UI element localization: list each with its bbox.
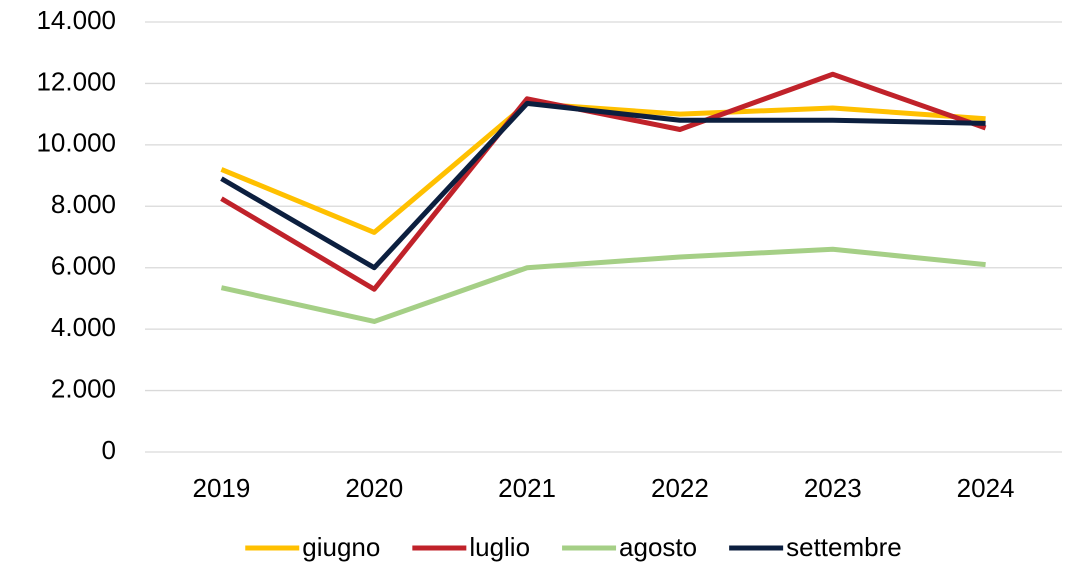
y-tick-label: 6.000 xyxy=(51,251,116,281)
y-tick-label: 10.000 xyxy=(36,128,116,158)
x-tick-label: 2024 xyxy=(957,473,1015,503)
y-tick-label: 8.000 xyxy=(51,189,116,219)
legend-label: giugno xyxy=(302,532,380,562)
y-tick-label: 14.000 xyxy=(36,5,116,35)
line-series xyxy=(220,246,986,324)
x-tick-label: 2022 xyxy=(651,473,709,503)
legend-label: agosto xyxy=(619,532,697,562)
y-tick-label: 2.000 xyxy=(51,373,116,403)
line-series xyxy=(220,100,986,235)
y-tick-label: 12.000 xyxy=(36,66,116,96)
line-series xyxy=(220,100,986,271)
legend-label: settembre xyxy=(786,532,902,562)
legend-label: luglio xyxy=(469,532,530,562)
x-tick-label: 2021 xyxy=(498,473,556,503)
x-tick-label: 2020 xyxy=(345,473,403,503)
y-tick-label: 4.000 xyxy=(51,312,116,342)
x-tick-label: 2019 xyxy=(192,473,250,503)
x-tick-label: 2023 xyxy=(804,473,862,503)
y-tick-label: 0 xyxy=(102,435,116,465)
